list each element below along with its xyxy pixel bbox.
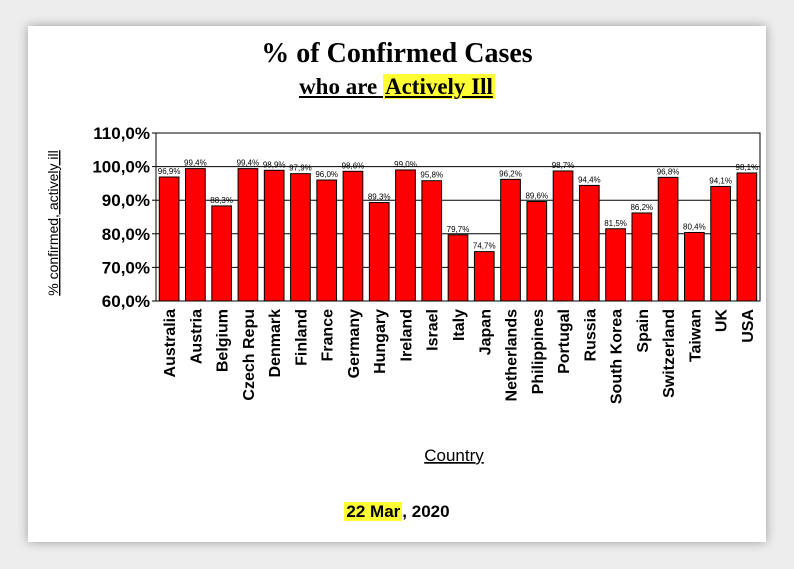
- subtitle-prefix: who are: [299, 74, 383, 99]
- x-tick-label: Taiwan: [687, 309, 704, 362]
- x-tick-label: Spain: [635, 309, 652, 353]
- date-rest: , 2020: [402, 502, 450, 521]
- data-label: 94,4%: [578, 175, 601, 184]
- x-tick-label: Italy: [451, 309, 468, 341]
- x-tick-label: Belgium: [215, 309, 232, 372]
- bar-chart: 60,0% 70,0% 80,0% 90,0% 100,0% 110,0% 96,9% Aus…: [45, 124, 761, 465]
- bar: [368, 202, 390, 302]
- x-tick-label: Philippines: [530, 309, 547, 394]
- bar: [263, 169, 285, 302]
- bar: [578, 184, 600, 302]
- data-label: 74,7%: [473, 242, 496, 251]
- data-label: 96,0%: [315, 170, 338, 179]
- bar: [631, 212, 653, 302]
- x-tick-label: France: [320, 309, 337, 362]
- x-tick-label: Russia: [582, 309, 599, 362]
- x-tick-label: Australia: [162, 309, 179, 378]
- data-label: 98,9%: [263, 160, 286, 169]
- bar: [316, 179, 338, 302]
- data-label: 97,9%: [289, 164, 312, 173]
- data-label: 95,8%: [420, 171, 443, 180]
- date-highlight: 22 Mar: [344, 502, 403, 521]
- bar: [552, 170, 574, 302]
- y-tick-label: 100,0%: [92, 158, 150, 177]
- subtitle-highlight: Actively Ill: [382, 74, 495, 99]
- data-label: 86,2%: [630, 203, 653, 212]
- bar: [473, 251, 495, 302]
- bar: [421, 180, 443, 302]
- x-tick-label: Ireland: [398, 309, 415, 361]
- x-tick-label: Israel: [425, 309, 442, 351]
- data-label: 99,4%: [237, 159, 260, 168]
- x-tick-label: Hungary: [372, 309, 389, 374]
- data-label: 89,3%: [368, 193, 391, 202]
- bar: [736, 172, 758, 302]
- data-label: 96,9%: [158, 167, 181, 176]
- bar: [342, 170, 364, 302]
- x-tick-label: Finland: [293, 309, 310, 366]
- y-tick-label: 110,0%: [93, 124, 150, 143]
- x-axis-title: Country: [424, 446, 484, 465]
- data-label: 98,1%: [736, 163, 759, 172]
- x-tick-label: USA: [740, 309, 757, 343]
- bar: [395, 169, 416, 302]
- x-tick-label: Netherlands: [504, 309, 521, 402]
- bar: [447, 234, 469, 302]
- bar: [290, 173, 311, 302]
- chart-title: % of Confirmed Cases: [261, 38, 533, 69]
- data-label: 98,7%: [552, 161, 575, 170]
- data-label: 80,4%: [683, 222, 706, 231]
- x-tick-label: UK: [714, 309, 731, 333]
- x-tick-label: Japan: [477, 309, 494, 355]
- y-axis-title: % confirmed, actively ill: [45, 150, 61, 296]
- bar: [211, 205, 233, 302]
- chart-date: 22 Mar, 2020: [28, 502, 766, 522]
- x-tick-label: Portugal: [556, 309, 573, 374]
- data-label: 99,0%: [394, 160, 417, 169]
- chart-card: % of Confirmed Cases who are Actively Il…: [28, 26, 766, 542]
- data-label: 81,5%: [604, 219, 627, 228]
- bar: [526, 201, 548, 302]
- bar: [158, 176, 180, 302]
- bar: [185, 168, 206, 302]
- data-label: 79,7%: [447, 225, 470, 234]
- y-tick-label: 90,0%: [102, 191, 150, 210]
- data-label: 99,4%: [184, 159, 207, 168]
- y-tick-label: 70,0%: [102, 258, 150, 277]
- bar: [237, 168, 259, 302]
- x-tick-label: Austria: [188, 309, 205, 364]
- x-tick-label: Switzerland: [661, 309, 678, 398]
- data-label: 96,2%: [499, 169, 522, 178]
- data-label: 94,1%: [709, 176, 732, 185]
- x-tick-label: Czech Repu: [241, 309, 258, 401]
- bar: [657, 176, 679, 302]
- bar: [710, 185, 731, 302]
- data-label: 96,8%: [657, 167, 680, 176]
- y-tick-label: 80,0%: [102, 225, 150, 244]
- x-tick-label: South Korea: [609, 309, 626, 404]
- x-tick-label: Germany: [346, 309, 363, 378]
- bar: [605, 228, 626, 302]
- y-tick-label: 60,0%: [102, 292, 150, 311]
- x-tick-label: Denmark: [267, 309, 284, 378]
- bar: [500, 178, 521, 302]
- data-label: 98,6%: [342, 161, 365, 170]
- data-label: 89,6%: [525, 192, 548, 201]
- bar: [684, 231, 705, 302]
- data-label: 88,3%: [210, 196, 233, 205]
- chart-subtitle: who are Actively Ill: [28, 74, 766, 100]
